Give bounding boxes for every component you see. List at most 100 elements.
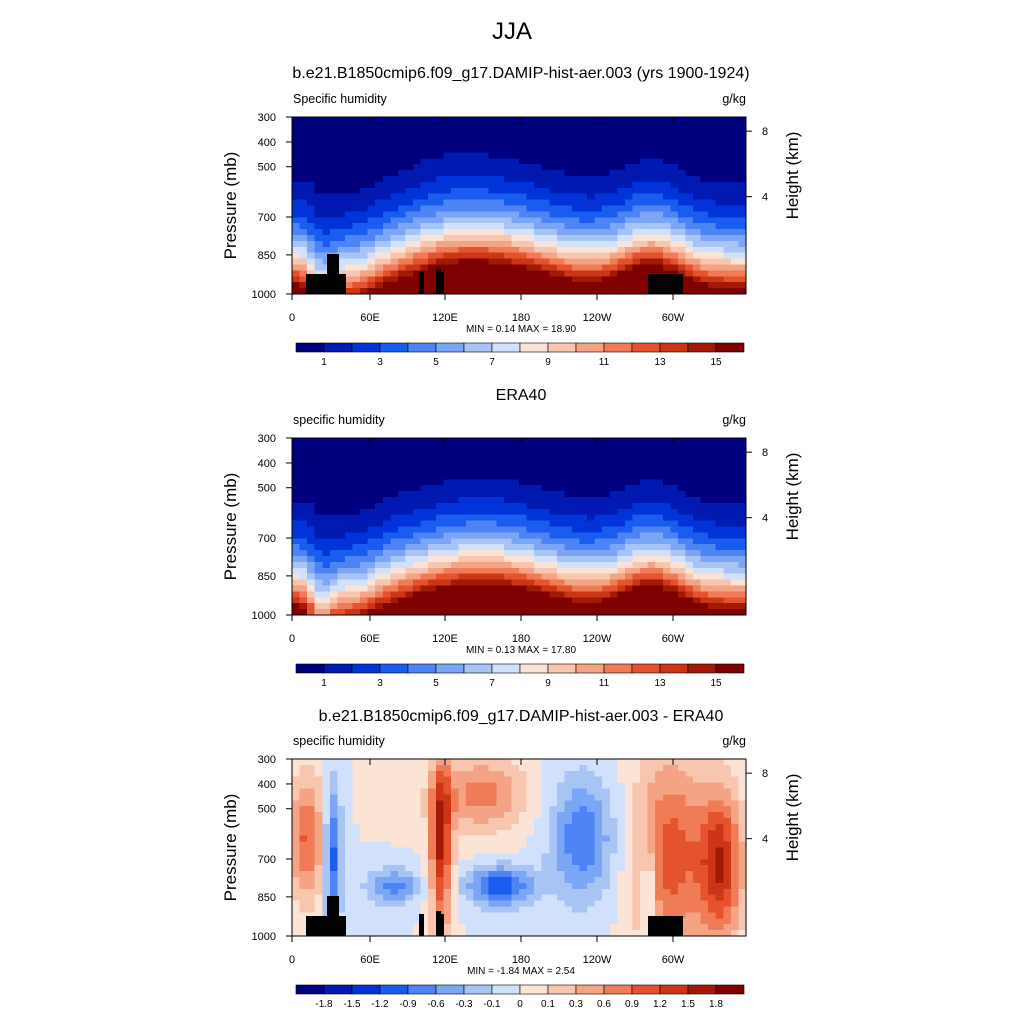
field-cell: [632, 591, 641, 598]
field-cell: [420, 140, 429, 148]
field-cell: [640, 497, 649, 504]
field-cell: [602, 205, 611, 212]
field-cell: [556, 609, 565, 616]
field-cell: [624, 258, 634, 266]
field-cell: [519, 835, 528, 843]
field-cell: [413, 532, 422, 539]
field-cell: [708, 152, 717, 159]
field-cell: [329, 217, 338, 224]
field-cell: [382, 199, 391, 207]
field-cell: [700, 240, 709, 248]
field-cell: [397, 794, 407, 801]
field-cell: [314, 199, 323, 207]
field-cell: [677, 158, 687, 165]
field-cell: [624, 140, 634, 148]
field-cell: [526, 847, 535, 854]
field-cell: [466, 550, 475, 557]
field-cell: [693, 603, 702, 610]
field-cell: [443, 823, 452, 831]
field-cell: [526, 829, 535, 837]
field-cell: [723, 140, 732, 148]
field-cell: [609, 806, 618, 813]
field-cell: [526, 556, 535, 563]
field-cell: [307, 181, 316, 189]
field-cell: [360, 770, 369, 778]
field-cell: [496, 573, 505, 581]
field-cell: [609, 235, 618, 242]
field-cell: [700, 258, 709, 266]
field-cell: [579, 829, 588, 837]
field-cell: [337, 818, 346, 825]
field-cell: [503, 187, 513, 195]
field-cell: [322, 467, 331, 474]
field-cell: [519, 573, 528, 581]
field-cell: [466, 609, 475, 616]
field-cell: [344, 235, 354, 242]
field-cell: [602, 122, 611, 130]
field-cell: [413, 199, 422, 207]
field-cell: [519, 223, 528, 230]
field-cell: [375, 449, 384, 457]
field-cell: [594, 609, 603, 616]
field-cell: [723, 461, 732, 469]
field-cell: [693, 205, 702, 212]
field-cell: [496, 502, 505, 510]
colorbar-swatch: [463, 663, 493, 674]
field-cell: [526, 122, 535, 130]
field-cell: [526, 181, 535, 189]
field-cell: [647, 158, 656, 165]
field-cell: [307, 140, 316, 148]
field-cell: [466, 561, 475, 569]
field-cell: [693, 199, 702, 207]
field-cell: [617, 871, 626, 878]
field-cell: [541, 485, 550, 492]
field-cell: [670, 479, 679, 486]
field-cell: [708, 526, 717, 533]
field-cell: [655, 514, 664, 522]
field-cell: [473, 526, 482, 533]
field-cell: [488, 865, 497, 872]
field-cell: [579, 597, 588, 604]
field-cell: [375, 122, 384, 130]
field-cell: [420, 818, 429, 825]
field-cell: [375, 502, 384, 510]
field-cell: [511, 117, 520, 124]
field-cell: [367, 449, 376, 457]
field-cell: [466, 473, 475, 480]
field-cell: [503, 597, 513, 604]
field-cell: [670, 556, 679, 563]
field-cell: [292, 288, 301, 295]
field-cell: [594, 288, 603, 295]
field-cell: [292, 520, 301, 528]
field-cell: [723, 812, 732, 819]
field-cell: [503, 252, 513, 260]
field-cell: [715, 438, 724, 445]
field-cell: [564, 152, 573, 159]
field-cell: [443, 841, 452, 849]
field-cell: [662, 567, 671, 575]
field-cell: [428, 193, 437, 201]
field-cell: [662, 264, 671, 271]
colorbar-swatch: [407, 663, 437, 674]
field-cell: [511, 544, 520, 551]
field-cell: [594, 455, 603, 463]
field-cell: [450, 823, 460, 831]
field-cell: [344, 229, 354, 236]
field-cell: [292, 532, 301, 539]
field-cell: [632, 199, 641, 207]
field-cell: [307, 485, 316, 492]
field-cell: [617, 788, 626, 795]
field-cell: [299, 152, 308, 159]
field-cell: [738, 181, 747, 189]
field-cell: [556, 485, 565, 492]
field-cell: [738, 818, 747, 825]
field-cell: [587, 164, 596, 171]
field-cell: [443, 776, 452, 784]
field-cell: [344, 556, 354, 563]
field-cell: [700, 479, 709, 486]
field-cell: [299, 229, 308, 236]
field-cell: [549, 806, 558, 813]
field-cell: [715, 455, 724, 463]
field-cell: [337, 829, 346, 837]
field-cell: [617, 597, 626, 604]
